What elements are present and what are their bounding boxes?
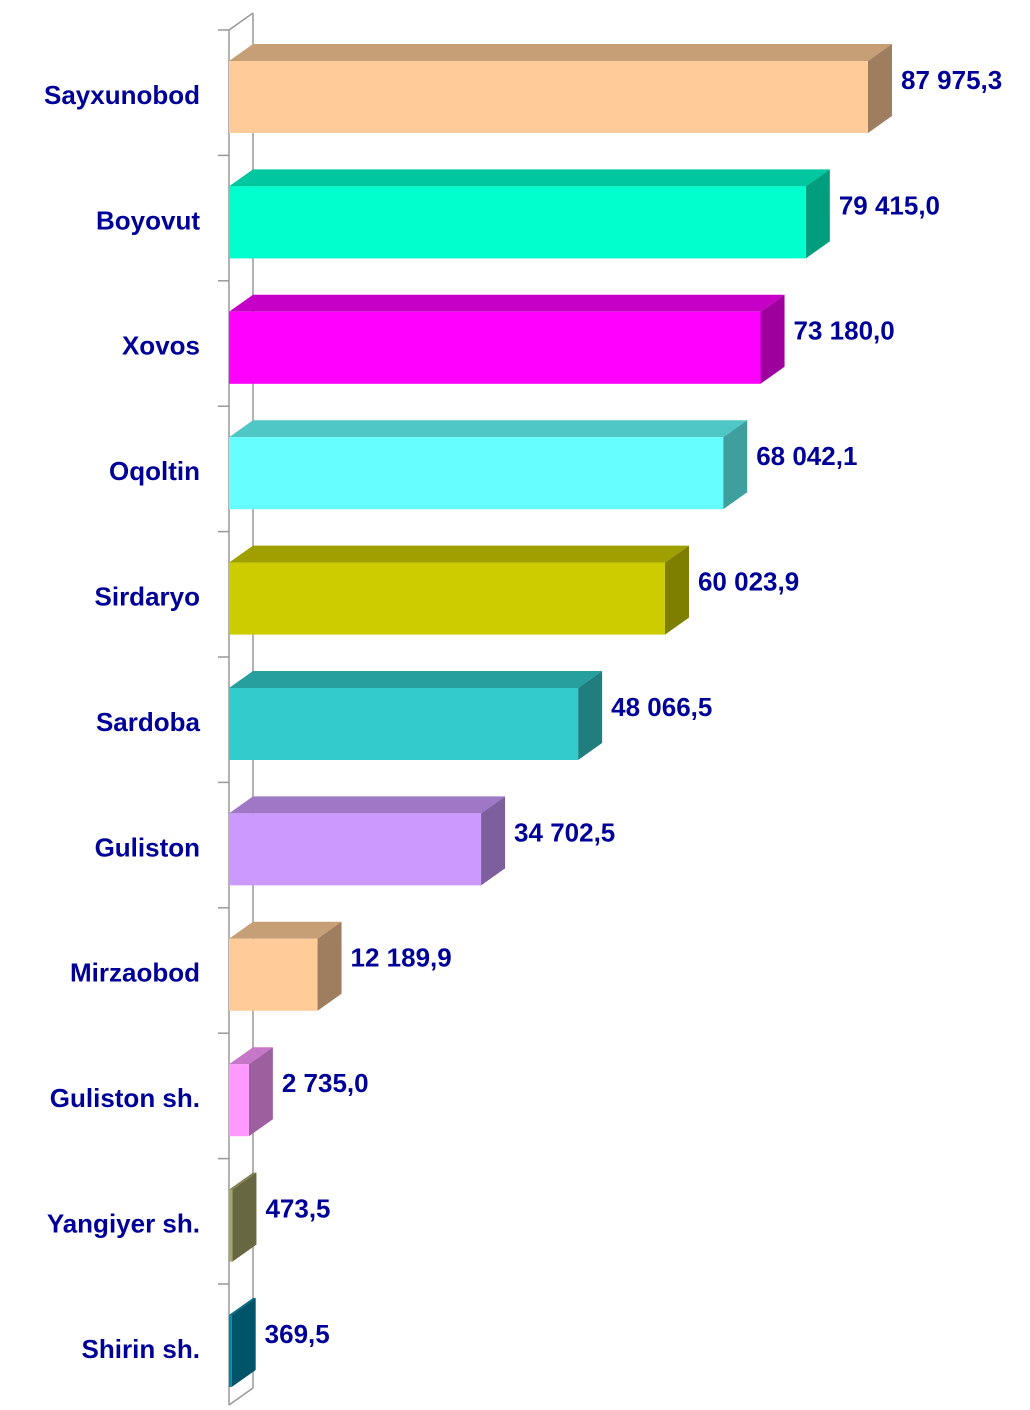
bar-top [229,1298,256,1315]
bar-side [868,44,892,133]
bar-side [578,671,603,760]
bar-front [229,688,579,760]
bar-top [229,44,892,61]
bar-side [317,921,342,1011]
bar-front [229,61,868,133]
axis-wall-top [228,12,254,31]
bar-front [229,1189,233,1262]
bar [229,1047,273,1137]
category-label: Sardoba [96,707,201,737]
bar-front [229,1315,232,1387]
category-label: Oqoltin [109,456,200,486]
bar-front [229,562,665,635]
bar-front [229,1064,249,1137]
bar [229,545,689,635]
bar-side [664,545,689,635]
bar [229,796,506,886]
bar [229,294,785,384]
bar-side [232,1172,257,1262]
bar-front [229,437,724,510]
value-label: 73 180,0 [794,316,895,346]
bar [229,420,748,510]
bar-side [805,169,830,259]
bar-top [229,796,506,814]
value-label: 68 042,1 [756,441,857,471]
value-label: 34 702,5 [514,817,615,847]
bar [229,169,830,259]
bar-top [229,921,342,939]
bar-top [229,294,785,312]
value-label: 2 735,0 [282,1068,369,1098]
category-label: Guliston [95,832,200,862]
bar-top [229,420,748,438]
value-label: 369,5 [265,1319,330,1349]
bar [229,671,603,760]
value-label: 473,5 [265,1193,330,1223]
category-label: Guliston sh. [50,1083,200,1113]
value-label: 48 066,5 [611,692,712,722]
category-label: Xovos [122,331,200,361]
value-label: 87 975,3 [901,65,1002,95]
bar-front [229,311,761,384]
bar-top [229,1172,257,1190]
bar-top [229,1047,273,1065]
category-label: Mirzaobod [70,958,200,988]
bar [229,921,342,1011]
bar-side [481,796,506,886]
bar-top [229,671,603,688]
bar-side [760,294,785,384]
value-label: 79 415,0 [839,190,940,220]
category-label: Boyovut [96,205,200,235]
bar [229,44,892,133]
category-label: Sayxunobod [44,80,200,110]
bar-front [229,186,806,259]
bar-side [723,420,748,510]
category-label: Yangiyer sh. [47,1208,200,1238]
bar [229,1172,257,1262]
category-label: Sirdaryo [95,581,201,611]
value-label: 12 189,9 [351,943,452,973]
value-label: 60 023,9 [698,566,799,596]
category-label: Shirin sh. [82,1334,200,1364]
bar [229,1298,256,1387]
bar-side [248,1047,273,1137]
axis-wall-bottom [228,1387,254,1406]
bar-side [231,1298,256,1387]
bar-front [229,813,482,886]
bar-front [229,938,318,1011]
bar-top [229,169,830,187]
bar-top [229,545,689,563]
